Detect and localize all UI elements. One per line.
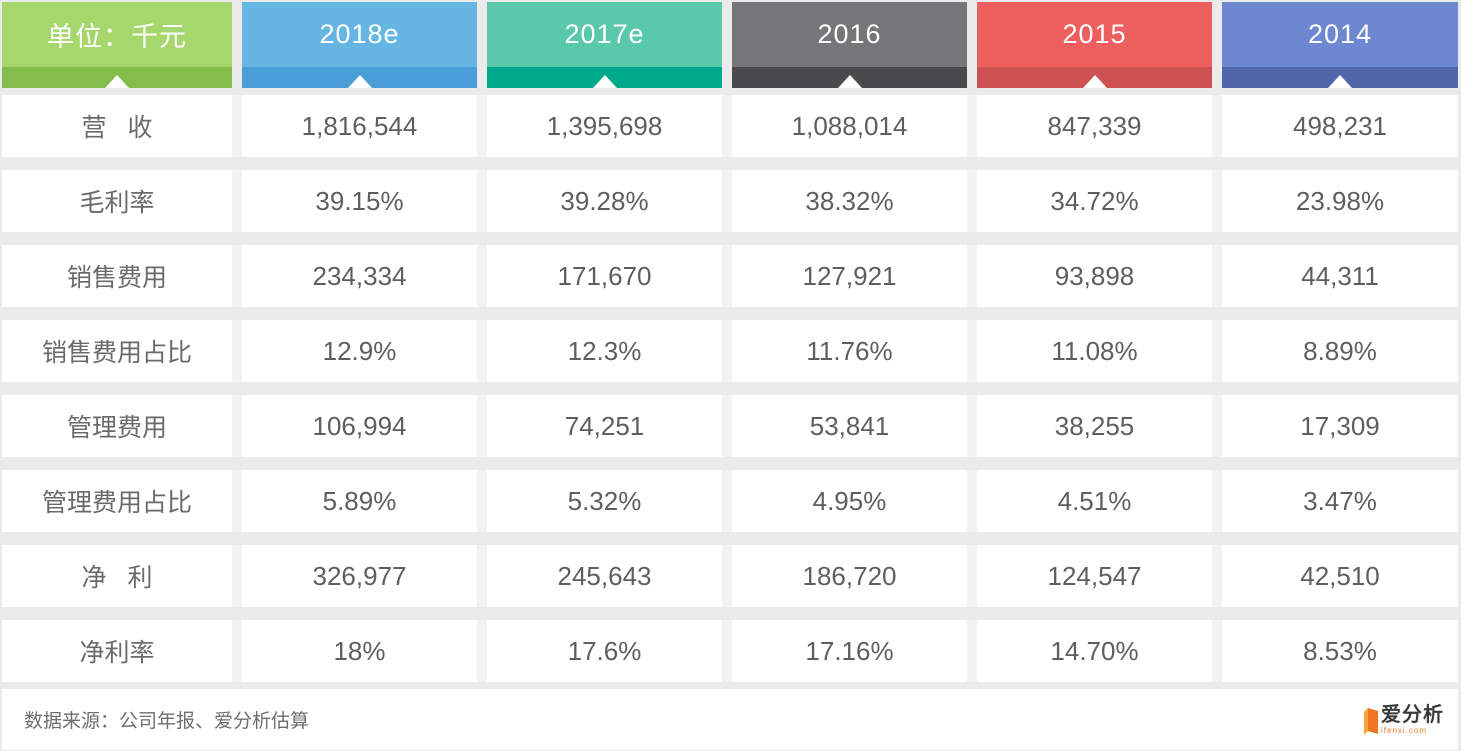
header-cell-2016: 2016 [732,2,967,88]
table-cell: 186,720 [732,545,967,607]
row-label: 毛利率 [2,170,232,232]
table-header-row: 单位：千元 2018e 2017e 2016 2015 2014 [2,2,1458,88]
column-header-label: 2014 [1307,19,1373,49]
source-note: 数据来源：公司年报、爱分析估算 [24,711,310,732]
table-cell: 245,643 [487,545,722,607]
logo-text: 爱分析 [1381,703,1444,726]
row-label: 净利率 [2,620,232,682]
table-row-selling-expense-ratio: 销售费用占比 12.9% 12.3% 11.76% 11.08% 8.89% [2,320,1458,382]
row-label: 销售费用占比 [2,320,232,382]
table-row-selling-expense: 销售费用 234,334 171,670 127,921 93,898 44,3… [2,245,1458,307]
table-cell: 12.9% [242,320,477,382]
table-cell: 39.15% [242,170,477,232]
header-band [242,67,477,88]
table-cell: 18% [242,620,477,682]
row-label: 净 利 [2,545,232,607]
header-cell-2018e: 2018e [242,2,477,88]
table-cell: 127,921 [732,245,967,307]
header-band [2,67,232,88]
table-cell: 74,251 [487,395,722,457]
table-cell: 234,334 [242,245,477,307]
table-row-net-profit: 净 利 326,977 245,643 186,720 124,547 42,5… [2,545,1458,607]
table-cell: 39.28% [487,170,722,232]
header-cell-unit: 单位：千元 [2,2,232,88]
table-cell: 38.32% [732,170,967,232]
table-cell: 4.51% [977,470,1212,532]
header-cell-2015: 2015 [977,2,1212,88]
table-row-admin-expense: 管理费用 106,994 74,251 53,841 38,255 17,309 [2,395,1458,457]
header-band [1222,67,1458,88]
table-cell: 5.89% [242,470,477,532]
table-cell: 1,816,544 [242,95,477,157]
table-cell: 44,311 [1222,245,1458,307]
row-label: 营 收 [2,95,232,157]
header-cell-2014: 2014 [1222,2,1458,88]
table-row-net-margin: 净利率 18% 17.6% 17.16% 14.70% 8.53% [2,620,1458,682]
table-row-revenue: 营 收 1,816,544 1,395,698 1,088,014 847,33… [2,95,1458,157]
unit-label: 单位：千元 [47,22,187,52]
column-header-label: 2015 [1062,19,1127,49]
table-cell: 34.72% [977,170,1212,232]
table-cell: 1,395,698 [487,95,722,157]
column-header-label: 2018e [319,19,400,49]
table-cell: 53,841 [732,395,967,457]
column-header-label: 2016 [817,19,882,49]
table-cell: 5.32% [487,470,722,532]
column-header-label: 2017e [564,19,645,49]
notch-triangle-icon [105,75,129,88]
logo-domain: ifenxi.com [1381,725,1428,735]
notch-triangle-icon [347,75,372,88]
table-row-gross-margin: 毛利率 39.15% 39.28% 38.32% 34.72% 23.98% [2,170,1458,232]
table-cell: 171,670 [487,245,722,307]
table-cell: 12.3% [487,320,722,382]
table-cell: 106,994 [242,395,477,457]
table-cell: 17.6% [487,620,722,682]
header-cell-2017e: 2017e [487,2,722,88]
table-cell: 3.47% [1222,470,1458,532]
table-cell: 42,510 [1222,545,1458,607]
header-band [487,67,722,88]
footer: 数据来源：公司年报、爱分析估算 爱分析 ifenxi.com [2,689,1458,750]
notch-triangle-icon [1328,75,1352,88]
row-label: 管理费用 [2,395,232,457]
notch-triangle-icon [592,75,617,88]
ifenxi-logo: 爱分析 ifenxi.com [1362,703,1444,735]
row-label: 销售费用 [2,245,232,307]
ifenxi-logo-icon [1364,707,1378,735]
header-band [977,67,1212,88]
table-row-admin-expense-ratio: 管理费用占比 5.89% 5.32% 4.95% 4.51% 3.47% [2,470,1458,532]
table-cell: 14.70% [977,620,1212,682]
notch-triangle-icon [1082,75,1107,88]
header-band [732,67,967,88]
table-cell: 23.98% [1222,170,1458,232]
table-cell: 93,898 [977,245,1212,307]
table-cell: 8.89% [1222,320,1458,382]
table-cell: 124,547 [977,545,1212,607]
table-cell: 847,339 [977,95,1212,157]
table-cell: 38,255 [977,395,1212,457]
row-label: 管理费用占比 [2,470,232,532]
table-cell: 1,088,014 [732,95,967,157]
table-cell: 498,231 [1222,95,1458,157]
table-cell: 326,977 [242,545,477,607]
table-cell: 17,309 [1222,395,1458,457]
table-cell: 4.95% [732,470,967,532]
table-cell: 8.53% [1222,620,1458,682]
notch-triangle-icon [837,75,862,88]
table-cell: 17.16% [732,620,967,682]
table-cell: 11.76% [732,320,967,382]
table-cell: 11.08% [977,320,1212,382]
